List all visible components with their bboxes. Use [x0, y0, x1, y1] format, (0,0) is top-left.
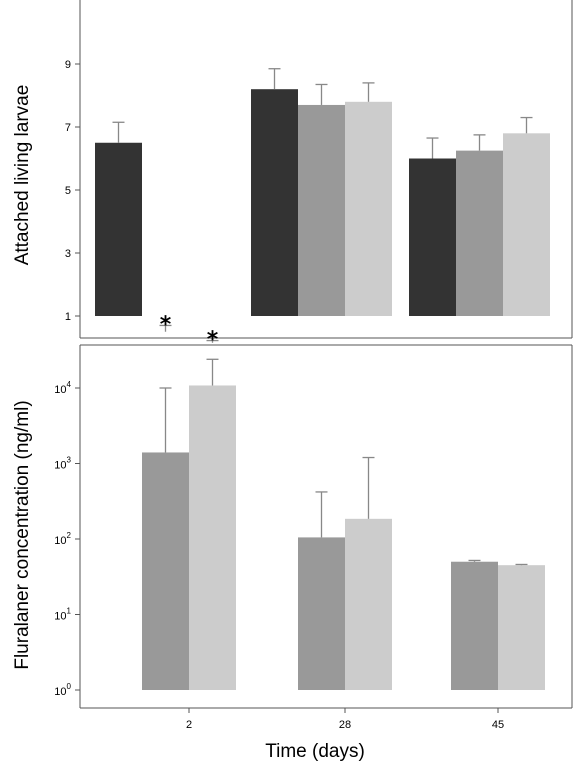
top-bar: [503, 133, 550, 316]
top-bar: [409, 158, 456, 316]
bottom-y-tick-label: 101: [54, 607, 71, 623]
bottom-y-tick-label: 100: [54, 682, 71, 698]
top-y-tick-label: 3: [65, 248, 71, 260]
top-y-tick-label: 7: [65, 122, 71, 134]
top-bar: [345, 101, 392, 316]
bottom-bar: [298, 537, 345, 690]
bottom-bar: [451, 561, 498, 690]
top-bar: [456, 150, 503, 316]
bottom-bar: [498, 565, 545, 690]
x-tick-label: 45: [492, 719, 504, 731]
top-y-tick-label: 5: [65, 185, 71, 197]
x-tick-label: 28: [339, 719, 351, 731]
top-bar: [95, 142, 142, 316]
bottom-bar: [345, 518, 392, 690]
bottom-bar: [142, 452, 189, 690]
bottom-y-tick-label: 103: [54, 456, 71, 472]
top-bar: [298, 104, 345, 316]
top-panel: 1 3 5 7 9 * *: [65, 0, 573, 353]
bottom-y-tick-label: 104: [54, 380, 71, 396]
bottom-bar: [189, 385, 236, 690]
x-tick-label: 2: [186, 719, 192, 731]
bottom-panel: 100 101 102 103 104 2 28 45: [54, 344, 573, 731]
top-y-axis-title: Attached living larvae: [12, 85, 33, 266]
bottom-y-axis-title: Fluralaner concentration (ng/ml): [12, 400, 33, 669]
top-bar: [251, 89, 298, 316]
top-y-tick-label: 9: [65, 59, 71, 71]
top-y-tick-label: 1: [65, 311, 71, 323]
bottom-y-tick-label: 102: [54, 531, 71, 547]
significance-marker: *: [207, 328, 219, 353]
x-axis-title: Time (days): [265, 741, 365, 762]
significance-marker: *: [160, 312, 172, 337]
